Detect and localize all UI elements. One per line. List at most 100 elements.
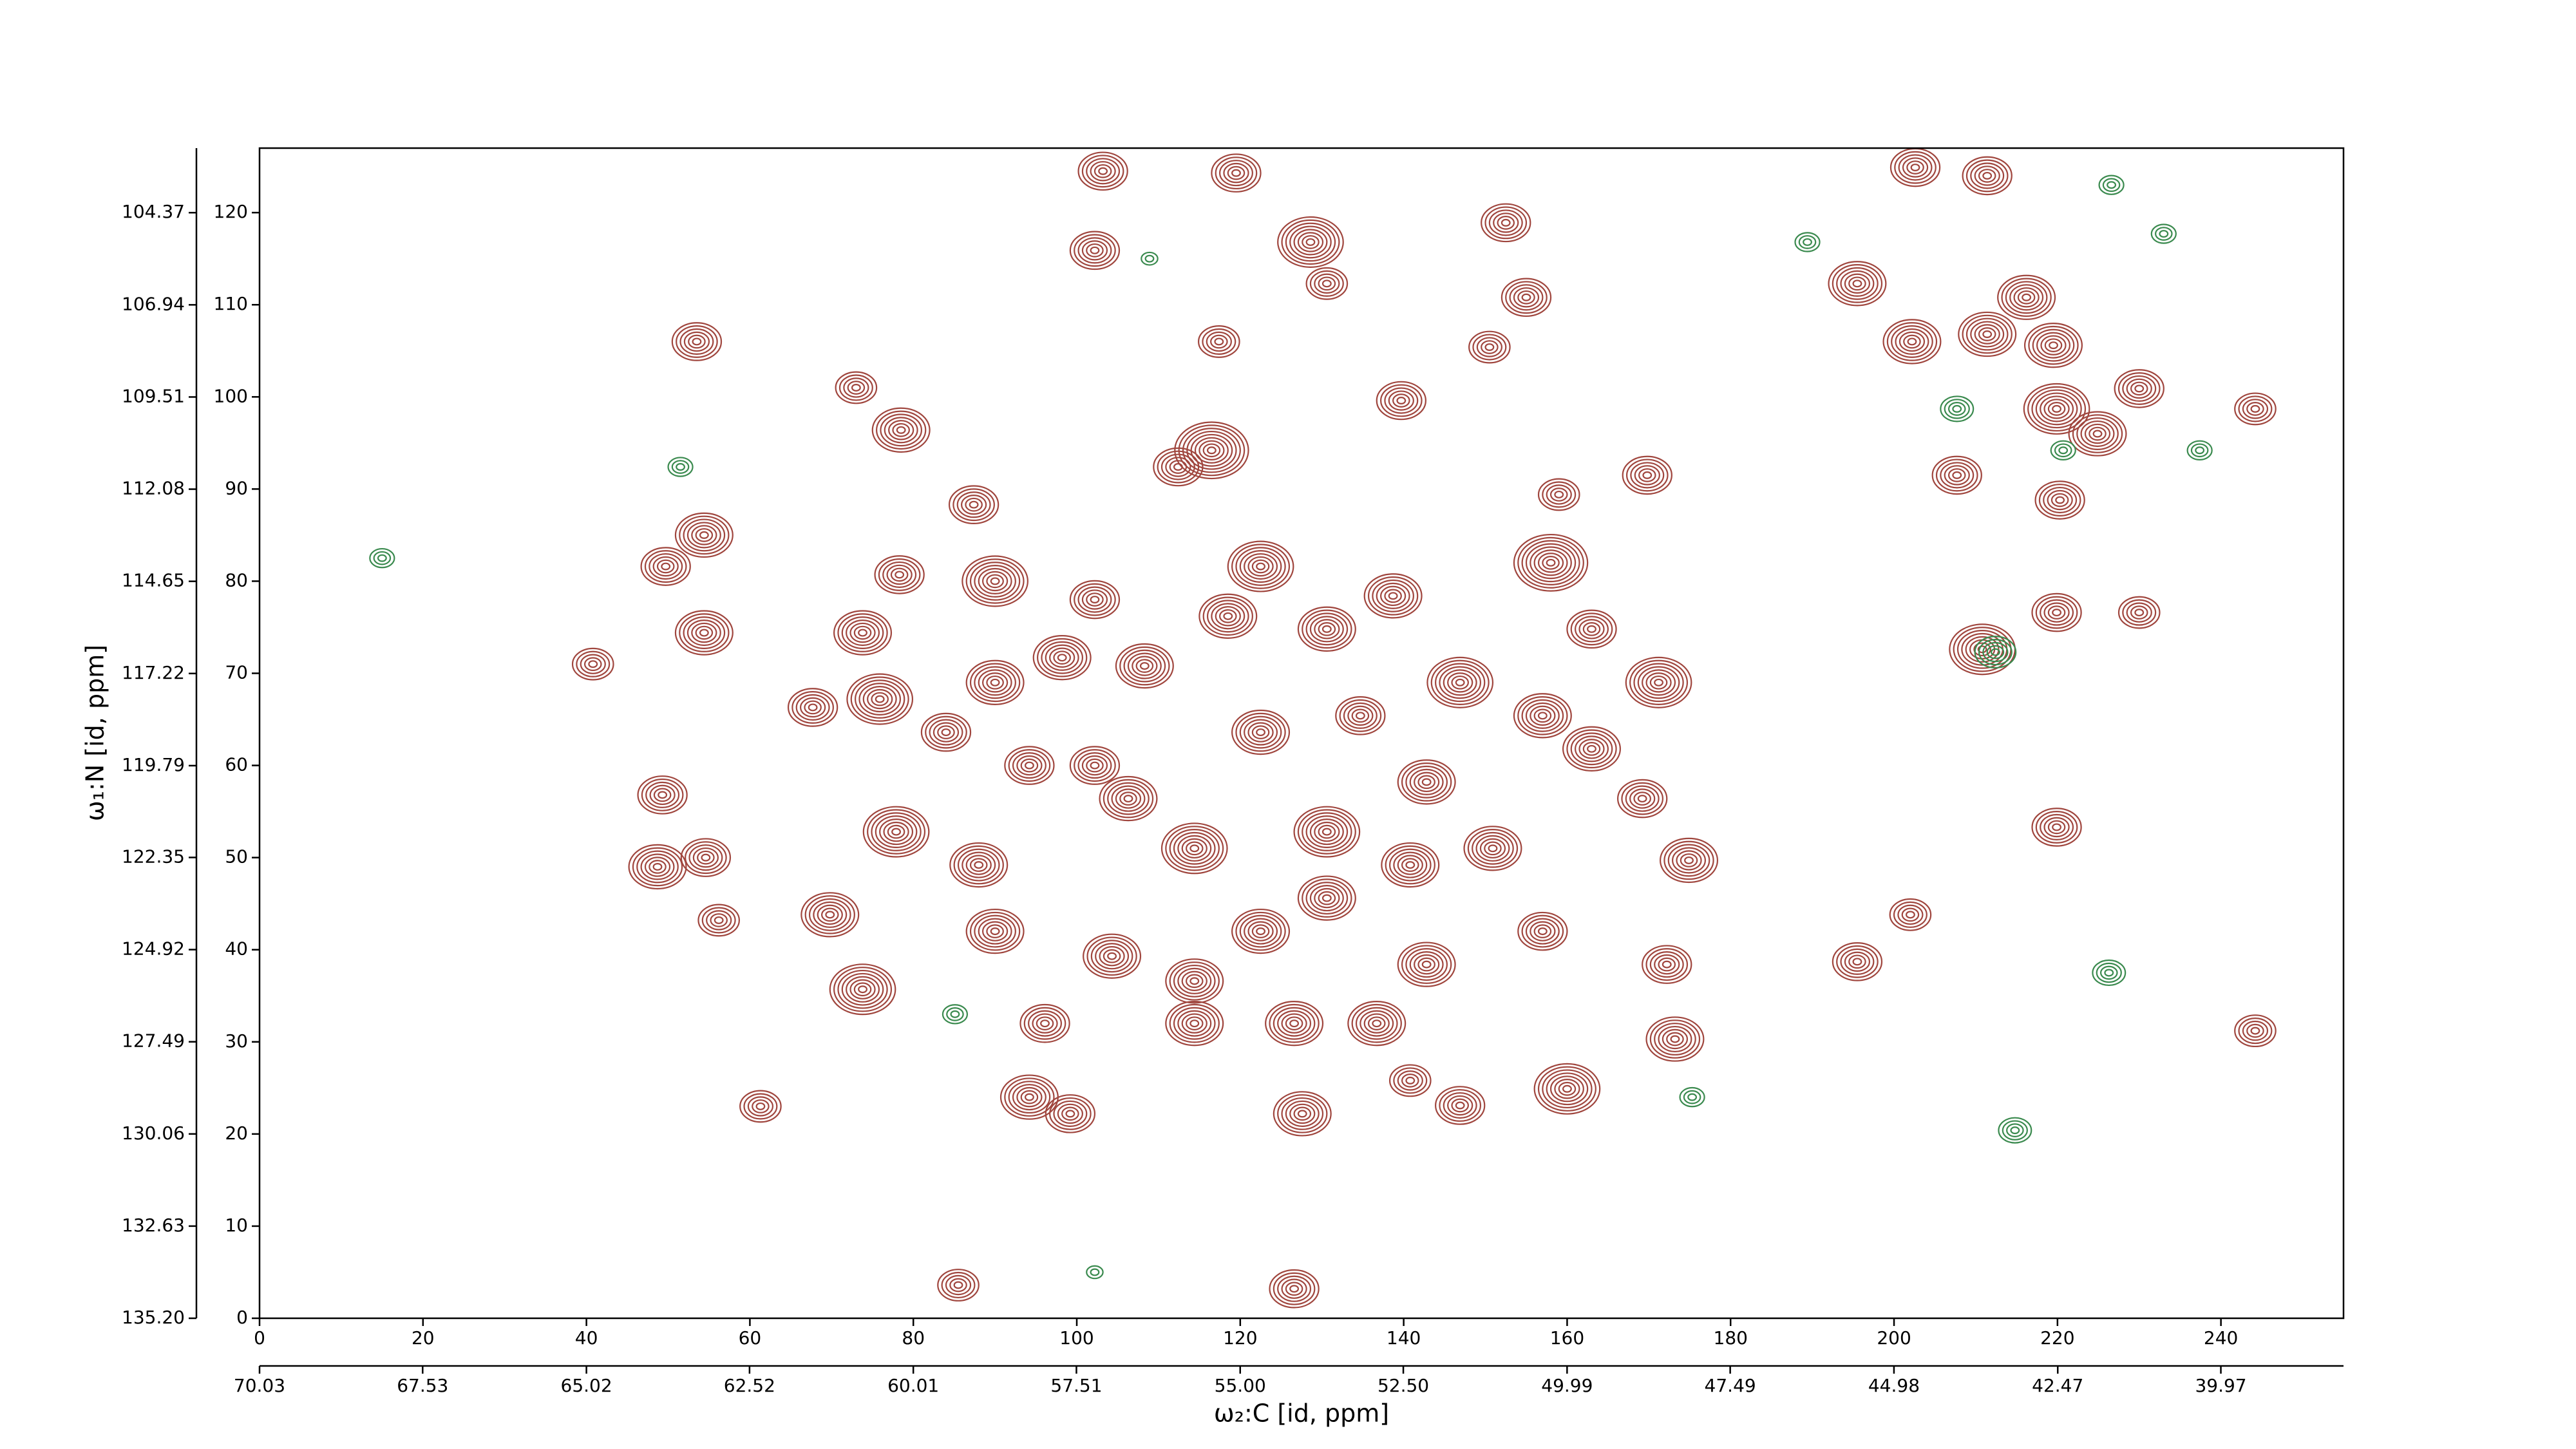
- contour-level: [1181, 838, 1208, 859]
- contour-level: [2050, 440, 2076, 460]
- contour-level: [640, 853, 675, 880]
- contour-level: [1940, 462, 1975, 489]
- contour-level: [1558, 1081, 1577, 1096]
- contour-level: [1537, 1066, 1596, 1112]
- contour-level: [1621, 782, 1664, 815]
- contour-level: [957, 848, 1000, 882]
- contour-level: [1654, 1023, 1696, 1056]
- contour-level: [576, 650, 611, 677]
- contour-level: [1309, 885, 1344, 912]
- peak: [1045, 1094, 1096, 1133]
- contour-level: [1335, 696, 1386, 735]
- contour-level: [1388, 848, 1432, 882]
- contour-level: [1501, 278, 1552, 317]
- contour-level: [1625, 656, 1692, 708]
- y2-tick-label: 122.35: [122, 846, 185, 867]
- contour-level: [1218, 160, 1253, 187]
- plot-frame: [258, 147, 2345, 1320]
- contour-level: [1997, 274, 2056, 320]
- contour-level: [652, 556, 679, 577]
- contour-level: [953, 845, 1004, 885]
- contour-level: [1379, 384, 1423, 417]
- contour-level: [1467, 829, 1519, 868]
- peak: [846, 673, 914, 725]
- contour-level: [1659, 837, 1719, 884]
- peak: [1828, 261, 1887, 307]
- peak: [2034, 480, 2085, 520]
- contour-level: [1947, 402, 1966, 416]
- contour-level: [1629, 659, 1689, 705]
- peak: [1198, 325, 1240, 358]
- contour-level: [2117, 596, 2161, 629]
- peak: [1019, 1003, 1070, 1043]
- contour-level: [2126, 378, 2152, 399]
- contour-level: [946, 1007, 964, 1021]
- contour-level: [2096, 962, 2122, 983]
- peak: [640, 547, 691, 586]
- contour-level: [981, 571, 1009, 592]
- peak: [862, 806, 930, 858]
- contour-level: [1165, 958, 1224, 1004]
- contour-level: [846, 673, 914, 725]
- contour-level: [1061, 1106, 1079, 1121]
- contour-level: [1397, 942, 1456, 987]
- contour-level: [1542, 481, 1577, 508]
- peak: [1388, 1064, 1432, 1097]
- contour-level: [862, 806, 930, 858]
- contour-level: [1016, 755, 1043, 776]
- contour-level: [640, 547, 691, 586]
- contour-level: [1965, 317, 2009, 351]
- contour-level: [1202, 596, 1253, 636]
- x2-tick-label: 62.52: [724, 1375, 775, 1396]
- contour-level: [2031, 808, 2082, 847]
- contour-level: [1970, 321, 2005, 348]
- x-tick-label: 160: [1550, 1327, 1584, 1349]
- contour-level: [1658, 957, 1676, 972]
- y2-tick-label: 119.79: [122, 754, 185, 775]
- contour-level: [925, 715, 967, 749]
- contour-level: [1081, 755, 1108, 776]
- contour-level: [2023, 383, 2090, 435]
- x-tick-label: 180: [1714, 1327, 1748, 1349]
- contour-level: [1931, 455, 1982, 495]
- contour-level: [1684, 856, 1694, 864]
- contour-level: [1475, 835, 1510, 862]
- peak: [874, 555, 925, 594]
- contour-level: [641, 778, 684, 811]
- peak: [1537, 478, 1580, 511]
- contour-level: [2027, 386, 2087, 432]
- contour-level: [1293, 229, 1328, 256]
- contour-level: [697, 904, 741, 937]
- peak: [1273, 1091, 1332, 1137]
- y2-tick-label: 109.51: [122, 385, 185, 406]
- peak: [1645, 1016, 1705, 1062]
- contour-level: [1562, 726, 1622, 772]
- contour-level: [652, 862, 663, 871]
- contour-level: [888, 420, 914, 440]
- contour-level: [1649, 675, 1668, 690]
- peak: [1165, 1001, 1224, 1046]
- contour-level: [373, 551, 392, 565]
- contour-level: [1049, 1097, 1092, 1130]
- contour-level: [874, 555, 925, 594]
- contour-level: [1081, 155, 1124, 188]
- contour-level: [1952, 471, 1962, 479]
- contour-level: [1244, 553, 1278, 580]
- contour-level: [1285, 1016, 1303, 1031]
- contour-level: [1443, 1092, 1477, 1119]
- x2-tick-label: 55.00: [1215, 1375, 1266, 1396]
- contour-level: [1575, 735, 1609, 762]
- contour-level: [990, 577, 1000, 585]
- contour-level: [2084, 423, 2111, 444]
- contour-level: [1537, 478, 1580, 511]
- contour-level: [645, 781, 680, 808]
- contour-level: [1554, 1079, 1580, 1099]
- contour-level: [791, 691, 834, 724]
- contour-level: [969, 858, 988, 872]
- contour-level: [1297, 232, 1324, 252]
- contour-level: [1157, 450, 1200, 484]
- contour-level: [1160, 822, 1228, 875]
- peak: [1293, 806, 1361, 858]
- contour-level: [1297, 875, 1356, 921]
- contour-level: [880, 413, 923, 447]
